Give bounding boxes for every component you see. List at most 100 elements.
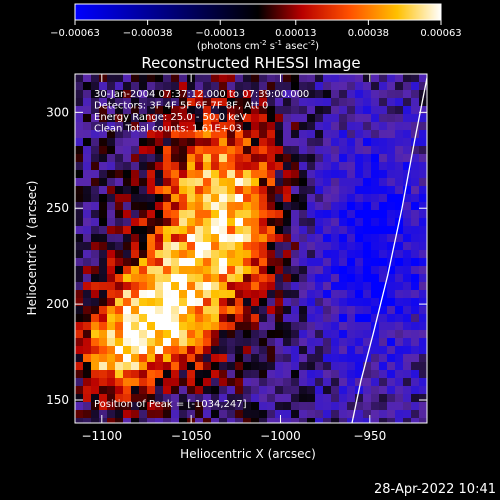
heatmap-cell	[123, 226, 132, 235]
heatmap-cell	[331, 290, 340, 299]
heatmap-cell	[219, 130, 228, 139]
heatmap-cell	[99, 82, 108, 91]
heatmap-cell	[131, 178, 140, 187]
heatmap-cell	[147, 418, 156, 423]
heatmap-cell	[387, 98, 396, 107]
heatmap-cell	[75, 74, 84, 83]
heatmap-cell	[291, 210, 300, 219]
heatmap-cell	[259, 346, 268, 355]
heatmap-cell	[387, 378, 396, 387]
heatmap-cell	[363, 202, 372, 211]
heatmap-cell	[395, 170, 404, 179]
heatmap-cell	[75, 354, 84, 363]
heatmap-cell	[115, 98, 124, 107]
heatmap-cell	[347, 354, 356, 363]
heatmap-cell	[139, 394, 148, 403]
heatmap-cell	[115, 402, 124, 411]
heatmap-cell	[243, 314, 252, 323]
heatmap-cell	[331, 402, 340, 411]
heatmap-cell	[123, 90, 132, 99]
heatmap-cell	[331, 362, 340, 371]
heatmap-cell	[371, 202, 380, 211]
heatmap-cell	[355, 378, 364, 387]
heatmap-cell	[115, 322, 124, 331]
heatmap-cell	[419, 346, 427, 355]
heatmap-cell	[171, 314, 180, 323]
heatmap-cell	[363, 338, 372, 347]
heatmap-cell	[315, 330, 324, 339]
heatmap-cell	[131, 354, 140, 363]
heatmap-cell	[131, 322, 140, 331]
heatmap-cell	[347, 242, 356, 251]
heatmap-cell	[75, 330, 84, 339]
heatmap-cell	[83, 282, 92, 291]
heatmap-cell	[163, 314, 172, 323]
heatmap-cell	[115, 210, 124, 219]
heatmap-cell	[267, 386, 276, 395]
heatmap-cell	[203, 202, 212, 211]
heatmap-cell	[387, 330, 396, 339]
heatmap-cell	[371, 386, 380, 395]
heatmap-cell	[339, 82, 348, 91]
heatmap-cell	[99, 346, 108, 355]
heatmap-cell	[339, 130, 348, 139]
heatmap-cell	[227, 290, 236, 299]
heatmap-cell	[131, 130, 140, 139]
heatmap-cell	[363, 226, 372, 235]
heatmap-cell	[299, 162, 308, 171]
heatmap-cell	[315, 98, 324, 107]
heatmap-cell	[243, 322, 252, 331]
heatmap-cell	[195, 162, 204, 171]
heatmap-cell	[315, 418, 324, 423]
heatmap-cell	[275, 330, 284, 339]
heatmap-cell	[331, 258, 340, 267]
heatmap-cell	[171, 282, 180, 291]
heatmap-cell	[131, 82, 140, 91]
heatmap-cell	[291, 386, 300, 395]
heatmap-cell	[203, 338, 212, 347]
heatmap-cell	[339, 74, 348, 83]
heatmap-cell	[267, 242, 276, 251]
heatmap-cell	[339, 194, 348, 203]
heatmap-cell	[419, 250, 427, 259]
heatmap-cell	[251, 82, 260, 91]
heatmap-cell	[99, 98, 108, 107]
heatmap-cell	[307, 274, 316, 283]
heatmap-cell	[315, 242, 324, 251]
heatmap-cell	[99, 394, 108, 403]
heatmap-cell	[115, 338, 124, 347]
heatmap-cell	[363, 370, 372, 379]
heatmap-cell	[171, 258, 180, 267]
heatmap-cell	[379, 394, 388, 403]
heatmap-cell	[211, 218, 220, 227]
heatmap-cell	[107, 418, 116, 423]
heatmap-cell	[251, 234, 260, 243]
heatmap-cell	[379, 354, 388, 363]
heatmap-cell	[259, 362, 268, 371]
heatmap-cell	[203, 74, 212, 83]
heatmap-cell	[107, 362, 116, 371]
heatmap-cell	[315, 346, 324, 355]
heatmap-cell	[283, 186, 292, 195]
heatmap-cell	[195, 258, 204, 267]
heatmap-cell	[139, 258, 148, 267]
heatmap-cell	[259, 378, 268, 387]
heatmap-cell	[235, 362, 244, 371]
heatmap-cell	[323, 418, 332, 423]
heatmap-cell	[83, 234, 92, 243]
heatmap-cell	[203, 146, 212, 155]
heatmap-cell	[187, 98, 196, 107]
heatmap-cell	[123, 362, 132, 371]
heatmap-cell	[91, 362, 100, 371]
heatmap-cell	[235, 402, 244, 411]
heatmap-cell	[355, 362, 364, 371]
heatmap-cell	[91, 90, 100, 99]
heatmap-cell	[371, 258, 380, 267]
heatmap-cell	[235, 154, 244, 163]
heatmap-cell	[163, 386, 172, 395]
heatmap-cell	[299, 234, 308, 243]
heatmap-cell	[243, 218, 252, 227]
heatmap-cell	[419, 234, 427, 243]
heatmap-cell	[403, 146, 412, 155]
heatmap-cell	[139, 298, 148, 307]
